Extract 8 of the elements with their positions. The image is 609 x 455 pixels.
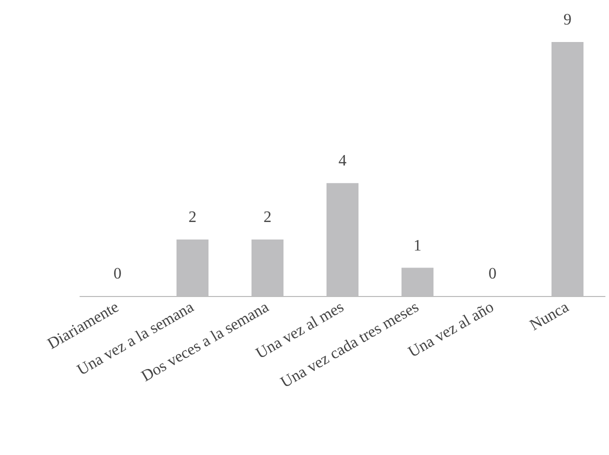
data-label: 0 xyxy=(114,266,122,282)
data-label: 4 xyxy=(338,152,346,170)
data-label: 2 xyxy=(264,209,272,226)
data-label: 9 xyxy=(564,12,572,28)
data-label: 1 xyxy=(414,237,422,254)
x-tick-label: Nunca xyxy=(527,298,572,334)
data-label: 2 xyxy=(188,209,196,226)
data-label: 0 xyxy=(488,266,496,282)
